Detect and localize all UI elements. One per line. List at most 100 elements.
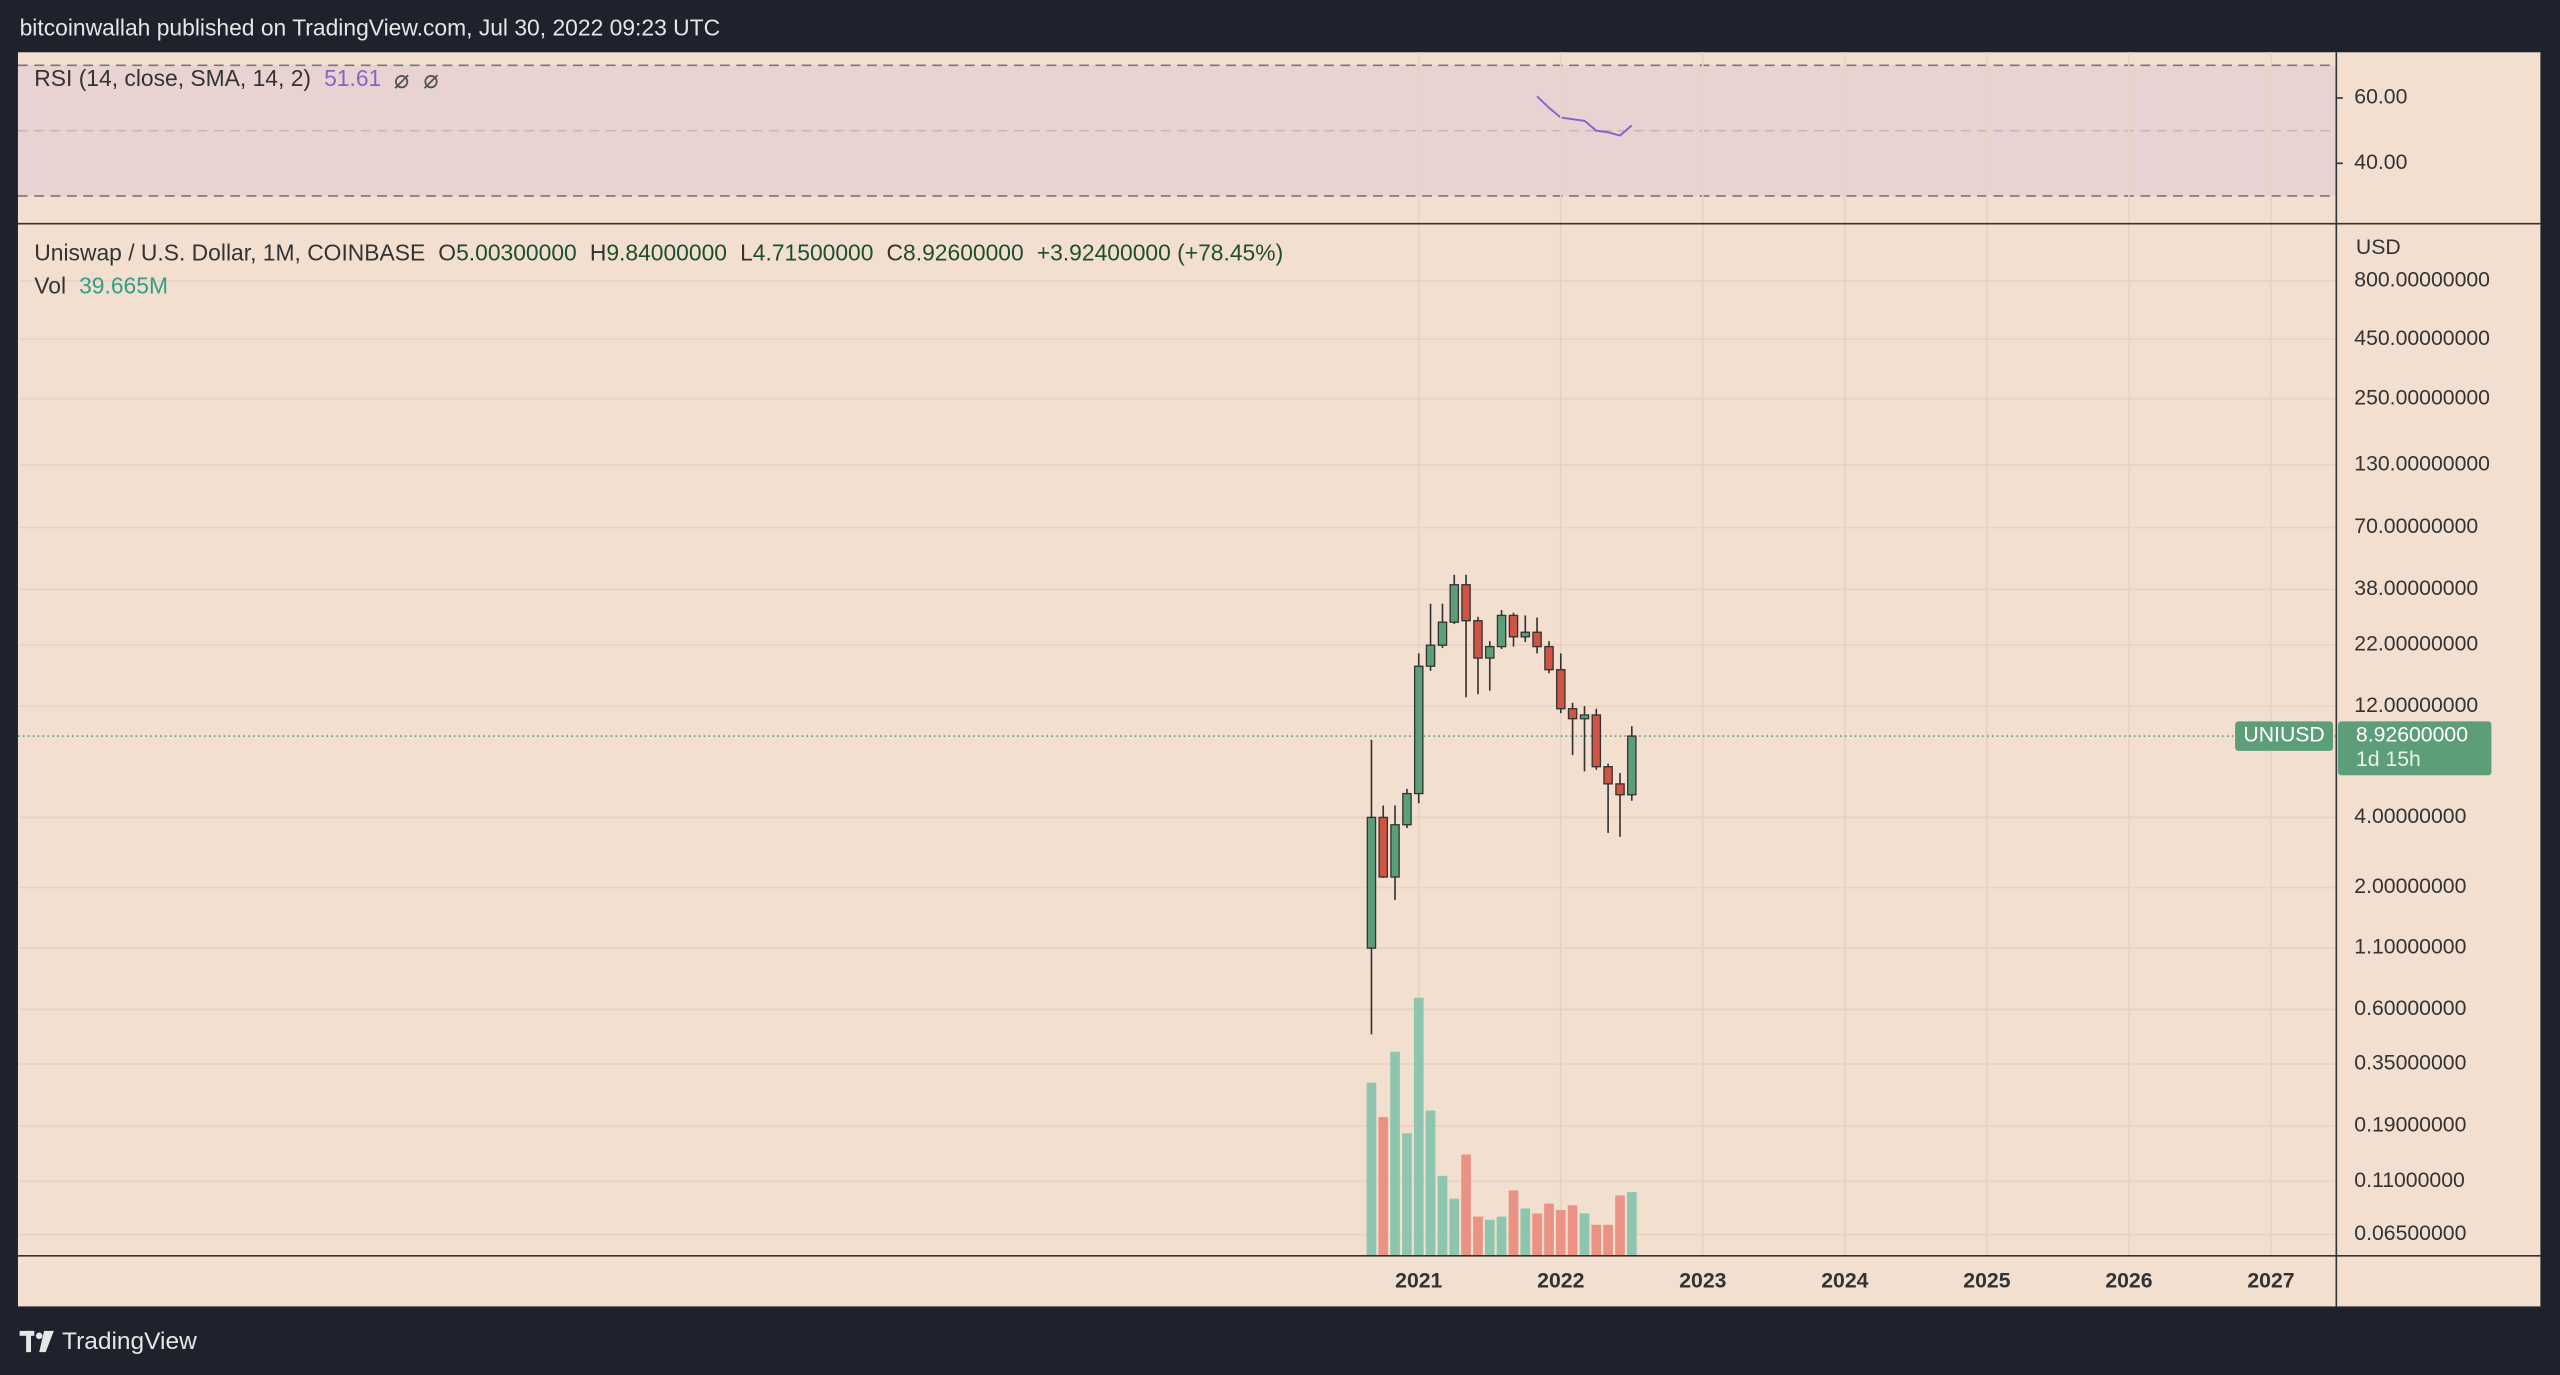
candle-body (1556, 669, 1566, 710)
y-tick-label: 4.00000000 (2354, 805, 2466, 828)
candle-body (1449, 584, 1460, 623)
volume-bar (1579, 1213, 1590, 1256)
x-tick-label: 2024 (1821, 1270, 1868, 1293)
candle-body (1461, 584, 1471, 622)
volume-legend: Vol 39.665M (34, 272, 168, 298)
price-unit: USD (2356, 236, 2401, 259)
rsi-tick-label: 40.00 (2354, 151, 2407, 174)
rsi-tick-label: 60.00 (2354, 86, 2407, 109)
x-tick-label: 2022 (1537, 1270, 1584, 1293)
candle-body (1413, 665, 1424, 795)
candles (1366, 574, 1637, 1035)
legend-change: +3.92400000 (+78.45%) (1037, 240, 1283, 266)
volume-bar (1402, 1133, 1412, 1256)
legend-key: H (590, 240, 606, 266)
rsi-name: RSI (14, close, SMA, 14, 2) (34, 65, 311, 91)
symbol-title: Uniswap / U.S. Dollar, 1M, COINBASE (34, 240, 425, 266)
icon[interactable] (424, 75, 438, 89)
legend-value: 4.71500000 (753, 240, 874, 266)
volume-bar (1567, 1205, 1578, 1256)
icon[interactable] (394, 74, 409, 89)
candle-body (1579, 714, 1590, 720)
candle-body (1484, 645, 1495, 659)
logo-part (26, 1330, 32, 1353)
legend-value: 8.92600000 (903, 240, 1024, 266)
volume-bar (1532, 1213, 1542, 1256)
symbol-tag-label: UNIUSD (2243, 724, 2324, 747)
candle-body (1402, 792, 1412, 826)
y-tick-label: 1.10000000 (2354, 936, 2466, 959)
brand: TradingView (62, 1328, 197, 1355)
y-tick-label: 70.00000000 (2354, 515, 2478, 538)
icon[interactable] (395, 75, 409, 89)
publisher: bitcoinwallah published on TradingView.c… (20, 14, 720, 40)
y-tick-label: 0.11000000 (2354, 1169, 2465, 1192)
x-tick-label: 2023 (1679, 1270, 1726, 1293)
candle-body (1390, 824, 1400, 878)
symbol-tag (2235, 721, 2334, 751)
volume-bar (1378, 1117, 1389, 1256)
volume-bar (1437, 1175, 1448, 1256)
price-tag-label: 8.92600000 (2356, 724, 2468, 747)
candle-body (1508, 614, 1519, 638)
y-tick-label: 0.19000000 (2354, 1114, 2466, 1137)
y-tick-label: 0.35000000 (2354, 1052, 2466, 1075)
y-tick-label: 450.00000000 (2354, 327, 2490, 350)
volume-bar (1461, 1154, 1471, 1256)
volume-bar (1413, 997, 1424, 1256)
candle-body (1496, 614, 1507, 648)
candle-body (1591, 714, 1602, 768)
volume-bar (1544, 1203, 1554, 1256)
x-tick-label: 2026 (2105, 1270, 2152, 1293)
volume-bar (1591, 1224, 1602, 1256)
candle-body (1544, 645, 1554, 671)
volume-bar (1615, 1195, 1625, 1256)
candle-body (1473, 620, 1483, 659)
logo-part (35, 1332, 43, 1340)
candle-body (1437, 621, 1448, 646)
price-tag (2337, 721, 2492, 776)
candle-body (1366, 816, 1377, 949)
candle-body (1532, 631, 1542, 648)
candle-body (1567, 708, 1578, 720)
candle-body (1378, 816, 1389, 878)
volume-bar (1425, 1110, 1436, 1256)
rsi-hidden-icons[interactable] (394, 74, 439, 89)
legend-key: C (887, 240, 903, 266)
legend-key: O (438, 240, 456, 266)
y-tick-label: 800.00000000 (2354, 269, 2490, 292)
axes: 60.00 40.00 800.00000000 450.00000000 250.00… (1395, 86, 2492, 1293)
candle-body (1425, 644, 1436, 667)
legend-value: 9.84000000 (606, 240, 727, 266)
volume-bar (1449, 1198, 1460, 1256)
volume-pane (1366, 997, 1637, 1256)
volume-bar (1496, 1216, 1507, 1256)
volume-name: Vol (34, 272, 66, 298)
y-tick-label: 12.00000000 (2354, 694, 2478, 717)
x-tick-label: 2021 (1395, 1270, 1442, 1293)
volume-bar (1390, 1051, 1400, 1256)
y-tick-label: 130.00000000 (2354, 452, 2490, 475)
volume-bar (1520, 1208, 1531, 1256)
icon[interactable] (423, 74, 439, 89)
y-tick-label: 0.06500000 (2354, 1222, 2466, 1245)
y-tick-label: 38.00000000 (2354, 577, 2478, 600)
logo-part (39, 1330, 54, 1353)
y-tick-label: 22.00000000 (2354, 632, 2478, 655)
rsi-value: 51.61 (324, 65, 381, 91)
y-tick-label: 2.00000000 (2354, 875, 2466, 898)
x-tick-label: 2025 (1963, 1270, 2010, 1293)
candle-body (1615, 783, 1625, 796)
price-legend: Uniswap / U.S. Dollar, 1M, COINBASE O5.00… (34, 240, 1283, 266)
candle-body (1627, 735, 1637, 796)
volume-bar (1626, 1192, 1637, 1256)
legend-key: L (740, 240, 753, 266)
rsi-legend: RSI (14, close, SMA, 14, 2) 51.61 (34, 65, 381, 91)
price-countdown: 1d 15h (2356, 748, 2421, 771)
y-tick-label: 250.00000000 (2354, 386, 2490, 409)
volume-bar (1555, 1210, 1566, 1256)
volume-bar (1508, 1190, 1519, 1256)
legend-value: 5.00300000 (456, 240, 577, 266)
y-tick-label: 0.60000000 (2354, 997, 2466, 1020)
